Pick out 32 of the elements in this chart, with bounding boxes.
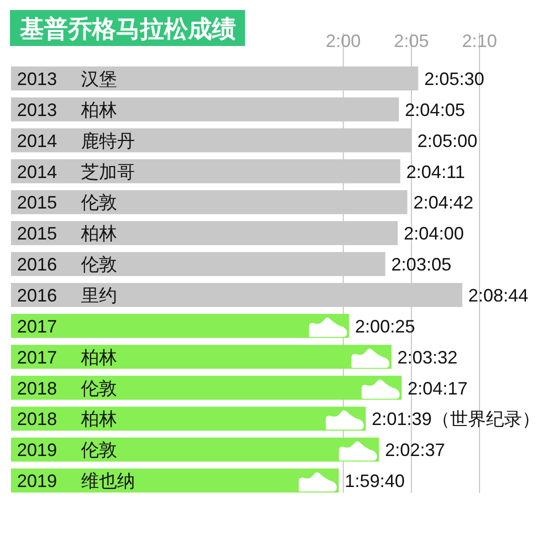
data-label: 2:04:05 [404,100,465,120]
data-label: 2:05:30 [424,68,484,89]
category-label: 2019 伦敦 [17,440,117,460]
chart-title: 基普乔格马拉松成绩 [20,16,236,43]
data-label: 2:04:42 [413,192,474,213]
data-label: 2:03:05 [391,254,452,275]
category-label: 2014 芝加哥 [17,162,135,182]
data-label: 2:00:25 [354,316,416,336]
data-label: 2:08:44 [468,285,528,306]
data-label: 2:02:37 [384,440,445,460]
category-label: 2017 柏林 [17,347,117,368]
category-label: 2018 柏林 [17,409,117,430]
x-tick-label: 2:00 [326,31,361,51]
x-tick-label: 2:10 [462,31,498,51]
data-label: 2:05:00 [417,130,478,151]
category-label: 2019 维也纳 [17,471,135,492]
category-label: 2013 汉堡 [17,68,117,89]
category-label: 2016 里约 [17,285,117,306]
data-label: 1:59:40 [344,471,405,492]
category-label: 2017 [17,316,58,336]
data-label: 2:03:32 [397,347,458,368]
x-tick-label: 2:05 [394,31,429,51]
category-label: 2014 鹿特丹 [17,130,135,151]
data-label: 2:04:00 [404,224,464,244]
category-label: 2015 伦敦 [17,192,117,213]
category-label: 2013 柏林 [17,100,117,120]
data-label: 2:01:39（世界纪录） [372,409,540,430]
data-label: 2:04:11 [406,162,466,182]
data-label: 2:04:17 [408,378,468,398]
category-label: 2015 柏林 [17,224,117,244]
category-label: 2016 伦敦 [17,254,117,275]
category-label: 2018 伦敦 [17,378,117,398]
